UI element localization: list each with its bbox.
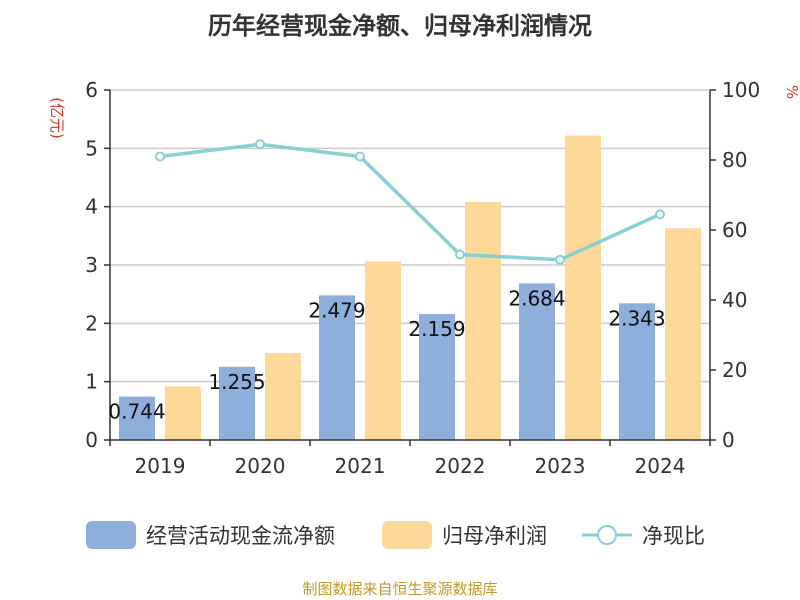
bar-cashflow — [219, 366, 255, 440]
left-tick-label: 3 — [85, 253, 98, 277]
x-tick-label: 2022 — [435, 454, 486, 478]
data-label: 2.159 — [408, 317, 465, 341]
legend: 经营活动现金流净额 归母净利润 净现比 — [86, 521, 705, 549]
bar-profit — [565, 135, 601, 440]
legend-marker-ratio — [597, 525, 617, 545]
bar-profit — [365, 261, 401, 440]
ratio-point — [655, 209, 665, 220]
ratio-line-path — [159, 142, 661, 262]
left-tick-label: 4 — [85, 195, 98, 219]
bar-profit — [465, 202, 501, 440]
legend-swatch-cashflow — [86, 521, 136, 549]
right-tick-label: 40 — [722, 288, 747, 312]
left-axis-title: (亿元) — [48, 97, 66, 139]
right-tick-label: 60 — [722, 218, 747, 242]
x-tick-label: 2020 — [235, 454, 286, 478]
right-tick-label: 80 — [722, 148, 747, 172]
data-label: 2.343 — [608, 306, 665, 330]
bar-cashflow — [419, 314, 455, 440]
right-tick-label: 0 — [722, 428, 735, 452]
data-label: 1.255 — [208, 370, 265, 394]
legend-label-ratio: 净现比 — [642, 524, 705, 548]
left-tick-label: 2 — [85, 311, 98, 335]
bar-cashflow — [519, 283, 555, 440]
ratio-point — [455, 249, 465, 260]
bars — [119, 135, 701, 440]
left-tick-label: 1 — [85, 370, 98, 394]
bar-profit — [665, 228, 701, 440]
data-label: 2.684 — [508, 286, 565, 310]
source-footer: 制图数据来自恒生聚源数据库 — [302, 580, 498, 598]
bar-cashflow — [119, 396, 155, 440]
x-tick-label: 2023 — [535, 454, 586, 478]
ratio-point — [155, 151, 165, 162]
bar-profit — [265, 353, 301, 440]
bar-cashflow — [619, 303, 655, 440]
x-tick-label: 2021 — [335, 454, 386, 478]
legend-label-cashflow: 经营活动现金流净额 — [146, 524, 335, 548]
ratio-point — [355, 151, 365, 162]
ratio-point — [255, 139, 265, 150]
bar-profit — [165, 386, 201, 440]
data-label: 0.744 — [108, 400, 165, 424]
left-tick-label: 0 — [85, 428, 98, 452]
x-tick-label: 2019 — [135, 454, 186, 478]
left-tick-label: 5 — [85, 136, 98, 160]
legend-swatch-profit — [382, 521, 432, 549]
chart-title: 历年经营现金净额、归母净利润情况 — [208, 12, 592, 40]
x-tick-label: 2024 — [635, 454, 686, 478]
ratio-point — [555, 254, 565, 265]
legend-label-profit: 归母净利润 — [442, 524, 547, 548]
left-tick-label: 6 — [85, 78, 98, 102]
ratio-line — [155, 139, 665, 265]
right-tick-label: 100 — [722, 78, 760, 102]
right-axis-title: % — [783, 85, 800, 99]
data-label: 2.479 — [308, 298, 365, 322]
bar-cashflow — [319, 295, 355, 440]
data-labels: 0.744 1.255 2.479 2.159 2.684 2.343 — [108, 286, 665, 423]
right-tick-label: 20 — [722, 358, 747, 382]
